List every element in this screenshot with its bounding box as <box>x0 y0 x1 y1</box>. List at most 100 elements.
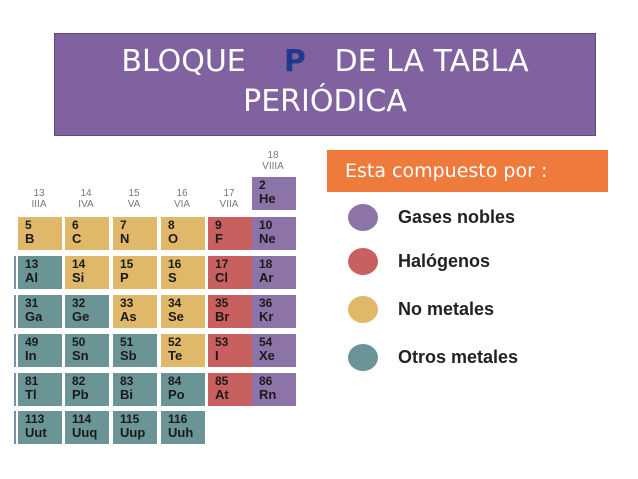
atomic-number: 116 <box>168 412 188 426</box>
legend-item-halogenos: Halógenos <box>348 248 490 275</box>
legend-label: Otros metales <box>398 347 519 367</box>
element-kr: 36 Kr <box>252 295 296 328</box>
atomic-number: 36 <box>259 296 273 310</box>
group-name: VIIIA <box>262 161 284 172</box>
element-at: 85 At <box>208 373 252 406</box>
element-symbol: B <box>25 231 35 246</box>
title-line-1: BLOQUE P DE LA TABLA <box>55 42 595 82</box>
group-name: IVA <box>78 199 94 210</box>
row-edge <box>14 334 16 367</box>
row-edge <box>14 295 16 328</box>
slide-title: BLOQUE P DE LA TABLA PERIÓDICA <box>54 33 596 136</box>
element-uut: 113 Uut <box>18 411 62 444</box>
element-symbol: Cl <box>215 270 228 285</box>
element-symbol: As <box>120 309 137 324</box>
element-symbol: Kr <box>259 309 274 324</box>
atomic-number: 85 <box>215 374 229 388</box>
atomic-number: 54 <box>259 335 273 349</box>
element-symbol: Xe <box>259 348 275 363</box>
group-header-15: 15 VA <box>115 188 153 210</box>
element-symbol: C <box>72 231 82 246</box>
group-name: VA <box>127 199 141 210</box>
atomic-number: 17 <box>215 257 229 271</box>
row-edge <box>14 373 16 406</box>
atomic-number: 34 <box>168 296 182 310</box>
legend-label: Gases nobles <box>398 207 516 227</box>
element-ne: 10 Ne <box>252 217 296 250</box>
atomic-number: 16 <box>168 257 182 271</box>
element-se: 34 Se <box>161 295 205 328</box>
title-highlight: P <box>283 44 306 79</box>
atomic-number: 49 <box>25 335 39 349</box>
atomic-number: 10 <box>259 218 273 232</box>
element-symbol: Uuh <box>168 425 194 440</box>
element-pb: 82 Pb <box>65 373 109 406</box>
element-symbol: Ne <box>259 231 276 246</box>
legend-label: Halógenos <box>398 251 491 271</box>
subtitle-box: Esta compuesto por : <box>327 150 608 192</box>
element-cl: 17 Cl <box>208 256 252 289</box>
atomic-number: 7 <box>120 218 127 232</box>
element-bi: 83 Bi <box>113 373 157 406</box>
element-symbol: S <box>168 270 177 285</box>
element-symbol: Se <box>168 309 184 324</box>
element-symbol: Sn <box>72 348 89 363</box>
element-symbol: Po <box>168 387 185 402</box>
element-symbol: Uut <box>25 425 47 440</box>
element-symbol: Tl <box>25 387 37 402</box>
row-edge <box>14 256 16 289</box>
element-tl: 81 Tl <box>18 373 62 406</box>
atomic-number: 81 <box>25 374 39 388</box>
element-in: 49 In <box>18 334 62 367</box>
element-symbol: Br <box>215 309 230 324</box>
group-name: VIIA <box>219 199 239 210</box>
atomic-number: 6 <box>72 218 79 232</box>
group-name: IIIA <box>31 199 47 210</box>
group-header-17: 17 VIIA <box>210 188 248 210</box>
element-si: 14 Si <box>65 256 109 289</box>
element-ar: 18 Ar <box>252 256 296 289</box>
element-po: 84 Po <box>161 373 205 406</box>
atomic-number: 2 <box>259 178 266 192</box>
element-s: 16 S <box>161 256 205 289</box>
element-ge: 32 Ge <box>65 295 109 328</box>
periodic-table-p-block: 13 IIIA 14 IVA 15 VA 16 VIA 17 VIIA 18 VIIIA 2 He 5 B 6 C… <box>0 0 310 450</box>
element-symbol: He <box>259 191 276 206</box>
element-symbol: Rn <box>259 387 277 402</box>
element-symbol: Sb <box>120 348 137 363</box>
element-i: 53 I <box>208 334 252 367</box>
atomic-number: 5 <box>25 218 32 232</box>
atomic-number: 15 <box>120 257 134 271</box>
atomic-number: 84 <box>168 374 182 388</box>
atomic-number: 8 <box>168 218 175 232</box>
legend-dot-otros-metales <box>348 344 378 371</box>
group-header-16: 16 VIA <box>163 188 201 210</box>
element-symbol: I <box>215 348 219 363</box>
atomic-number: 83 <box>120 374 134 388</box>
legend-dot-no-metales <box>348 296 378 323</box>
element-symbol: N <box>120 231 130 246</box>
legend-item-otros-metales: Otros metales <box>348 344 518 371</box>
legend-item-gases-nobles: Gases nobles <box>348 204 515 231</box>
element-symbol: Ar <box>259 270 274 285</box>
atomic-number: 35 <box>215 296 229 310</box>
element-symbol: Si <box>72 270 85 285</box>
atomic-number: 50 <box>72 335 86 349</box>
element-symbol: Pb <box>72 387 89 402</box>
group-number: 18 <box>267 150 279 161</box>
element-symbol: In <box>25 348 37 363</box>
legend-item-no-metales: No metales <box>348 296 494 323</box>
atomic-number: 14 <box>72 257 86 271</box>
group-header-13: 13 IIIA <box>20 188 58 210</box>
element-uuh: 116 Uuh <box>161 411 205 444</box>
atomic-number: 53 <box>215 335 229 349</box>
group-header-18: 18 VIIIA <box>254 150 292 172</box>
element-uuq: 114 Uuq <box>65 411 109 444</box>
title-line-2: PERIÓDICA <box>243 84 407 119</box>
group-header-14: 14 IVA <box>67 188 105 210</box>
element-xe: 54 Xe <box>252 334 296 367</box>
atomic-number: 9 <box>215 218 222 232</box>
